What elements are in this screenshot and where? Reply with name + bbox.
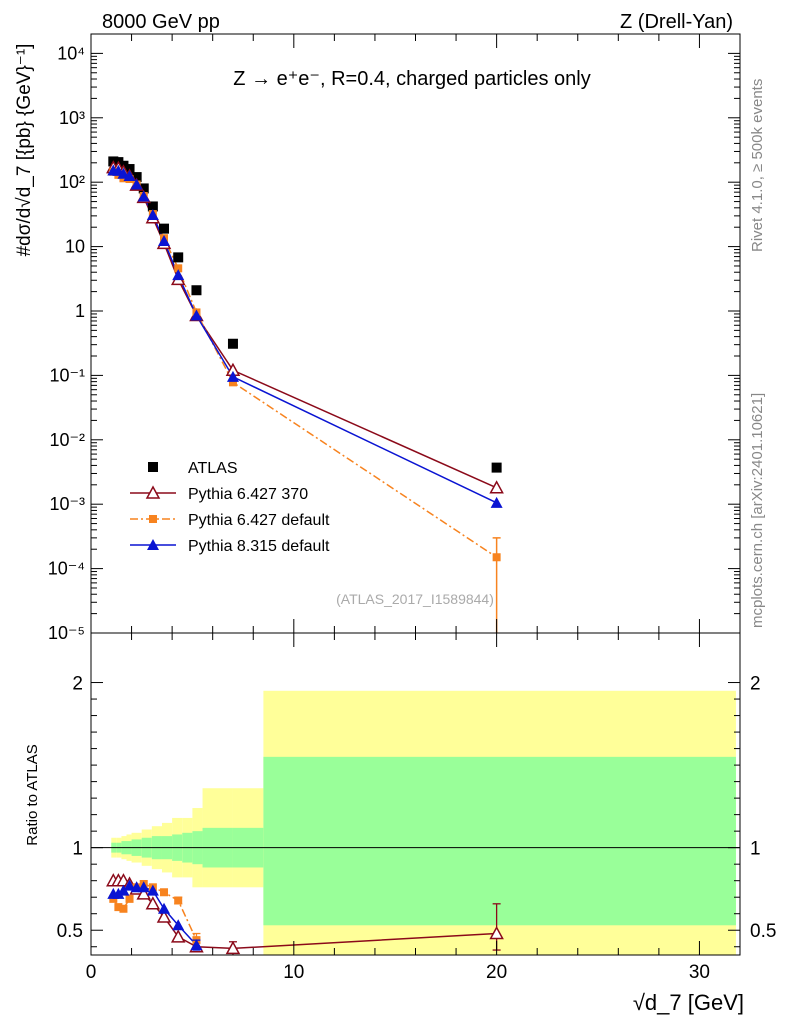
main-data-point: [492, 553, 501, 562]
main-data-point: [130, 178, 143, 190]
main-data-point: [137, 190, 150, 202]
main-y-tick-label: 10⁻⁴: [48, 559, 85, 579]
x-tick-label: 0: [86, 962, 97, 983]
ratio-y-tick-label: 0.5: [57, 921, 83, 942]
ratio-inner-band: [263, 756, 736, 926]
ratio-data-point: [112, 887, 125, 899]
ratio-y-axis-label: Ratio to ATLAS: [24, 744, 41, 845]
main-plot-title: Z → e⁺e⁻, R=0.4, charged particles only: [233, 68, 590, 90]
mcplots-label: mcplots.cern.ch [arXiv:2401.10621]: [749, 393, 766, 628]
main-y-tick-label: 10³: [59, 108, 85, 128]
main-y-tick-label: 10⁻²: [49, 430, 85, 450]
main-y-axis-label: #dσ/d√d_7 [{pb} {GeV}⁻¹]: [14, 44, 35, 257]
ratio-data-point: [158, 902, 171, 914]
ratio-data-point: [156, 909, 172, 923]
ratio-data-point: [170, 929, 186, 943]
main-data-point: [123, 169, 136, 181]
ratio-data-point: [136, 886, 151, 900]
analysis-tag: (ATLAS_2017_I1589844): [336, 591, 494, 607]
legend-label: Pythia 6.427 370: [188, 486, 308, 503]
ratio-y-tick-label: 1: [72, 839, 83, 860]
rivet-label: Rivet 4.1.0, ≥ 500k events: [749, 79, 766, 252]
main-data-point: [490, 496, 503, 508]
main-data-point: [146, 208, 159, 220]
header-left-title: 8000 GeV pp: [102, 11, 220, 33]
main-data-point: [191, 285, 202, 296]
main-data-point: [147, 201, 158, 212]
main-data-point: [228, 378, 237, 387]
legend-marker: [149, 515, 157, 523]
main-data-point: [226, 370, 239, 382]
legend-marker: [148, 462, 158, 472]
ratio-data-point: [225, 940, 241, 955]
main-data-point: [131, 172, 142, 183]
ratio-y-tick-label-right: 0.5: [750, 921, 776, 942]
main-data-point: [174, 264, 183, 273]
main-y-tick-label: 10²: [59, 172, 85, 192]
ratio-y-tick-label: 2: [72, 674, 83, 695]
ratio-data-point: [172, 919, 185, 931]
x-tick-label: 30: [689, 962, 710, 983]
legend-marker: [145, 485, 161, 499]
legend-label: ATLAS: [188, 460, 238, 477]
ratio-data-point: [160, 888, 169, 897]
main-data-point: [227, 338, 238, 349]
ratio-y-tick-label-right: 2: [750, 674, 761, 695]
main-series-line-3: [113, 169, 497, 504]
legend-marker: [147, 539, 159, 550]
main-data-point: [159, 223, 170, 234]
ratio-data-point: [119, 904, 128, 913]
ratio-y-tick-label-right: 1: [750, 839, 761, 860]
legend: ATLAS Pythia 6.427 370 Pythia 6.427 defaul…: [130, 460, 330, 555]
ratio-data-point: [146, 884, 159, 896]
ratio-data-point: [145, 896, 161, 910]
main-data-point: [489, 480, 504, 494]
main-data-point: [172, 269, 185, 281]
main-data-point: [138, 183, 149, 194]
main-data-point: [190, 309, 203, 321]
legend-label: Pythia 6.427 default: [188, 512, 330, 529]
ratio-data-point: [123, 879, 136, 891]
main-y-tick-label: 10⁴: [57, 43, 85, 63]
ratio-data-point: [125, 894, 134, 903]
legend-label: Pythia 8.315 default: [188, 538, 330, 555]
header-right-title: Z (Drell-Yan): [620, 11, 733, 33]
main-data-point: [173, 252, 184, 263]
main-series-line-1: [113, 166, 497, 489]
main-data-point: [491, 462, 502, 473]
ratio-data-point: [190, 939, 203, 951]
main-data-point: [158, 235, 171, 247]
main-y-tick-label: 10⁻⁵: [48, 623, 85, 643]
x-axis-label: √d_7 [GeV]: [633, 990, 744, 1015]
ratio-data-point: [114, 903, 123, 912]
ratio-data-point: [117, 884, 130, 896]
main-y-tick-label: 10⁻¹: [49, 365, 85, 385]
main-y-tick-label: 10⁻³: [49, 494, 85, 514]
x-tick-label: 10: [283, 962, 304, 983]
main-y-tick-label: 10: [65, 237, 85, 257]
main-y-tick-label: 1: [75, 301, 85, 321]
ratio-data-point: [489, 925, 504, 940]
ratio-data-point: [137, 881, 150, 893]
x-tick-label: 20: [486, 962, 507, 983]
ratio-data-point: [174, 896, 183, 905]
